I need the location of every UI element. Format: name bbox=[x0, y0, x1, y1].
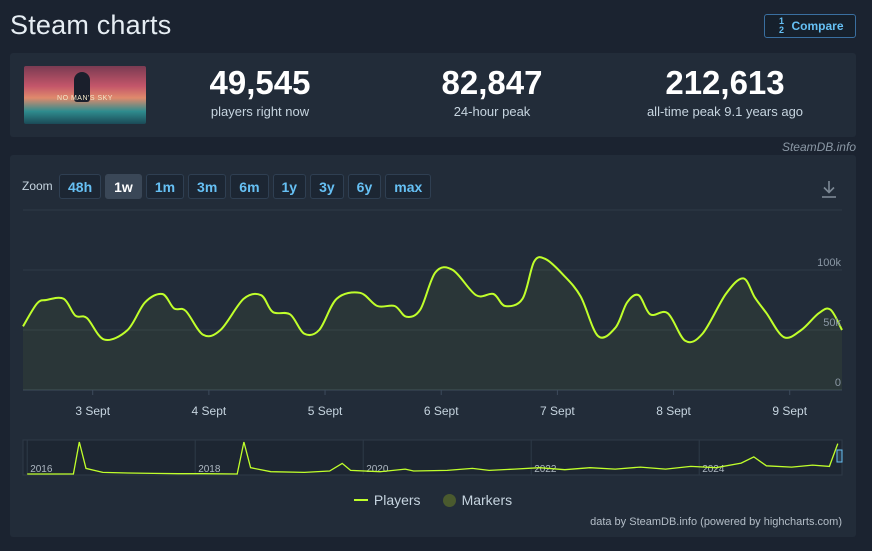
zoom-button-1w[interactable]: 1w bbox=[105, 174, 142, 199]
navigator-year-label: 2016 bbox=[30, 464, 53, 475]
zoom-label: Zoom bbox=[22, 179, 53, 193]
zoom-button-48h[interactable]: 48h bbox=[59, 174, 102, 199]
x-tick-label: 8 Sept bbox=[656, 404, 691, 418]
x-tick-label: 3 Sept bbox=[75, 404, 110, 418]
page-title: Steam charts bbox=[10, 10, 172, 40]
download-icon[interactable] bbox=[820, 179, 838, 199]
chart-panel: Zoom 48h 1w 1m 3m 6m 1y 3y 6y max 0 50k 100k 3 Sept… bbox=[10, 155, 856, 537]
navigator-year-label: 2024 bbox=[702, 464, 725, 475]
stats-panel: NO MAN'S SKY 49,545 players right now 82… bbox=[10, 53, 856, 137]
zoom-button-6y[interactable]: 6y bbox=[347, 174, 382, 199]
navigator-year-label: 2022 bbox=[534, 464, 557, 475]
players-now-label: players right now bbox=[210, 104, 310, 119]
x-tick-label: 4 Sept bbox=[192, 404, 227, 418]
players-now-value: 49,545 bbox=[209, 64, 311, 101]
legend-players-swatch bbox=[353, 499, 368, 501]
stat-players-now: 49,545 players right now bbox=[150, 64, 370, 120]
navigator-year-label: 2018 bbox=[198, 464, 221, 475]
navigator-year-label: 2020 bbox=[366, 464, 389, 475]
game-banner[interactable]: NO MAN'S SKY bbox=[24, 66, 146, 124]
chart-credit[interactable]: data by SteamDB.info (powered by highcha… bbox=[590, 516, 842, 528]
peak-24h-label: 24-hour peak bbox=[453, 104, 531, 119]
all-time-peak-label: all-time peak 9.1 years ago bbox=[646, 104, 804, 119]
zoom-button-3y[interactable]: 3y bbox=[310, 174, 344, 199]
zoom-button-1m[interactable]: 1m bbox=[145, 174, 185, 199]
navigator-handle bbox=[836, 449, 843, 463]
x-tick-label: 7 Sept bbox=[540, 404, 575, 418]
legend-players[interactable]: Players bbox=[353, 492, 421, 508]
stat-24h-peak: 82,847 24-hour peak bbox=[382, 64, 602, 120]
player-chart[interactable]: 0 50k 100k 3 Sept 4 Sept 5 Sept 6 Sept 7 Sept 8 … bbox=[10, 155, 856, 490]
y-tick-label: 50k bbox=[823, 317, 841, 329]
chart-legend: Players Markers bbox=[10, 492, 856, 508]
legend-markers[interactable]: Markers bbox=[442, 492, 513, 508]
x-tick-label: 9 Sept bbox=[772, 404, 807, 418]
legend-markers-label: Markers bbox=[461, 492, 513, 508]
zoom-button-1y[interactable]: 1y bbox=[272, 174, 307, 199]
x-tick-label: 5 Sept bbox=[308, 404, 343, 418]
game-banner-title: NO MAN'S SKY bbox=[57, 95, 113, 102]
peak-24h-value: 82,847 bbox=[441, 64, 543, 101]
stat-all-time-peak: 212,613 all-time peak 9.1 years ago bbox=[615, 64, 835, 120]
banner-astronaut-figure bbox=[74, 72, 90, 102]
zoom-buttons: 48h 1w 1m 3m 6m 1y 3y 6y max bbox=[59, 174, 432, 199]
legend-players-label: Players bbox=[373, 492, 421, 508]
players-line bbox=[22, 256, 843, 344]
players-area bbox=[23, 257, 842, 390]
compare-label: Compare bbox=[791, 19, 844, 33]
all-time-peak-value: 212,613 bbox=[665, 64, 785, 101]
x-tick-label: 6 Sept bbox=[424, 404, 459, 418]
y-tick-label: 0 bbox=[835, 377, 841, 389]
zoom-button-6m[interactable]: 6m bbox=[230, 174, 269, 199]
legend-markers-swatch bbox=[442, 493, 456, 507]
zoom-button-3m[interactable]: 3m bbox=[188, 174, 227, 199]
navigator-line bbox=[27, 441, 839, 475]
y-tick-label: 100k bbox=[817, 257, 841, 269]
zoom-button-max[interactable]: max bbox=[385, 174, 432, 199]
steamdb-credit[interactable]: SteamDB.info bbox=[781, 140, 856, 154]
